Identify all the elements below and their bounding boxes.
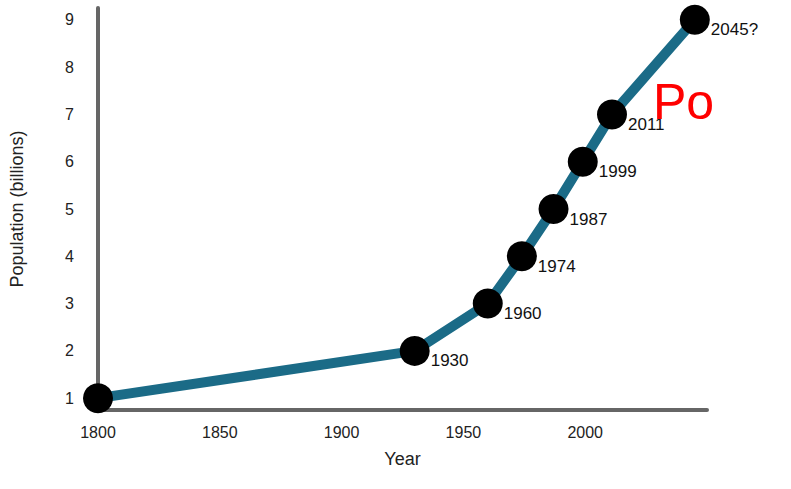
svg-text:2011: 2011 [628,114,665,134]
svg-text:1960: 1960 [504,304,542,323]
svg-text:6: 6 [65,153,74,170]
svg-text:1987: 1987 [570,210,608,229]
svg-text:1999: 1999 [599,162,637,181]
svg-text:9: 9 [65,11,74,28]
svg-text:1930: 1930 [431,351,469,370]
svg-text:1974: 1974 [538,257,576,276]
svg-text:4: 4 [65,248,74,265]
svg-text:Po: Po [653,74,714,130]
svg-text:1850: 1850 [202,424,238,441]
svg-text:7: 7 [65,106,74,123]
svg-text:1900: 1900 [324,424,360,441]
svg-text:2: 2 [65,342,74,359]
svg-text:Population (billions): Population (billions) [7,130,27,287]
svg-text:Year: Year [384,449,420,469]
svg-text:1950: 1950 [446,424,482,441]
svg-text:2045?: 2045? [711,20,758,39]
svg-text:1: 1 [65,390,74,407]
svg-text:2000: 2000 [567,424,603,441]
svg-text:5: 5 [65,201,74,218]
svg-text:1800: 1800 [80,424,116,441]
svg-text:8: 8 [65,59,74,76]
svg-text:3: 3 [65,295,74,312]
